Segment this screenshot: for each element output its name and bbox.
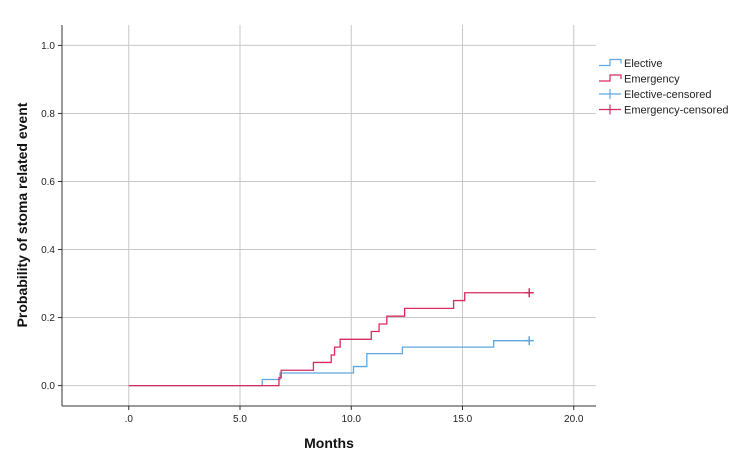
y-tick-label: 0.0 [41,381,55,392]
y-tick-label: 0.2 [41,313,55,324]
x-tick-label: 10.0 [342,414,362,425]
legend-symbol-emergency [599,74,622,82]
x-tick-label: 5.0 [233,414,247,425]
legend: Elective Emergency Elective-censored Emerge… [599,58,729,117]
series-line-emergency [128,292,530,387]
y-tick-label: 0.4 [41,245,55,256]
axes [61,25,596,407]
legend-label-elective: Elective [624,58,663,70]
y-axis-title: Probability of stoma related event [14,102,30,327]
x-tick-label: 15.0 [453,414,473,425]
x-tick-label: 20.0 [564,414,584,425]
x-tick-label: .0 [125,414,134,425]
legend-symbol-elective [599,58,622,67]
legend-symbol-elective-censored [599,89,621,99]
y-axis-ticks: 0.0 0.2 0.4 0.6 0.8 1.0 [41,41,62,392]
censor-mark-emergency-censored [524,288,534,298]
series-line-elective [128,340,530,387]
y-tick-label: 0.8 [41,109,55,120]
y-tick-label: 1.0 [41,41,55,52]
series-layer [128,292,530,387]
legend-label-emergency-censored: Emergency-censored [624,105,729,117]
censor-mark-elective-censored [524,336,534,346]
x-axis-title: Months [304,435,354,451]
plot-area [62,25,596,406]
legend-label-elective-censored: Elective-censored [624,89,711,101]
censor-markers [524,288,534,346]
y-tick-label: 0.6 [41,177,55,188]
x-axis-ticks: .0 5.0 10.0 15.0 20.0 [125,406,584,425]
legend-symbol-emergency-censored [599,104,621,115]
legend-label-emergency: Emergency [624,74,680,86]
